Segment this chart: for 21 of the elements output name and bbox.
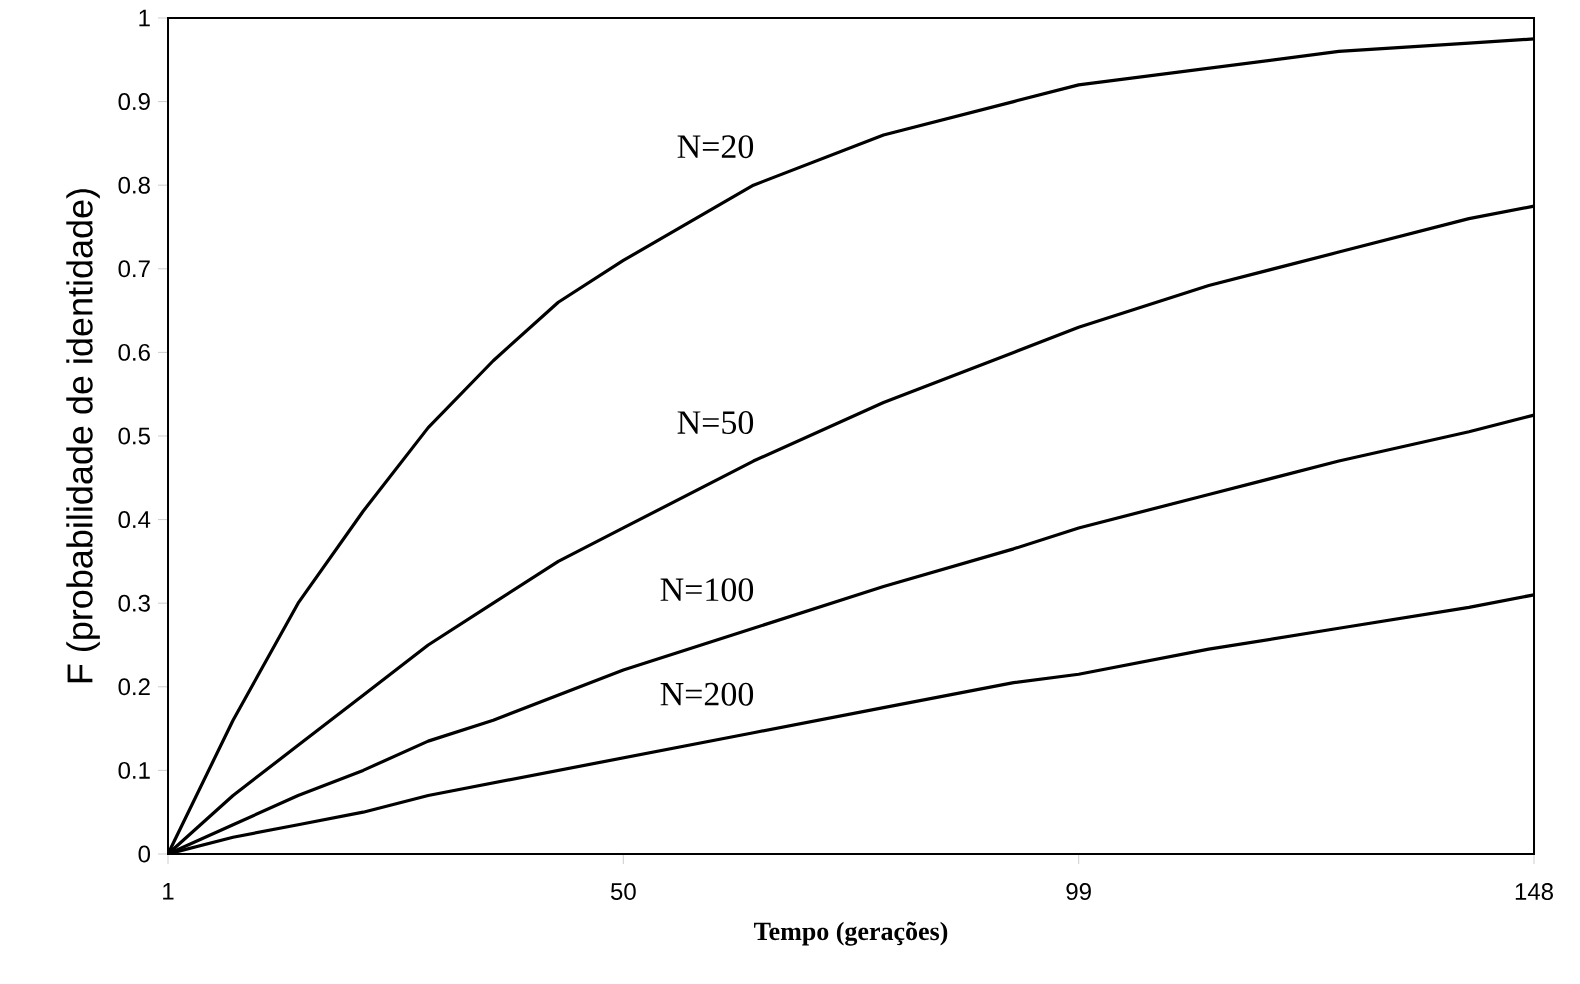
series-label: N=50 xyxy=(677,411,754,435)
x-tick-label: 148 xyxy=(1515,883,1553,901)
series-label: N=100 xyxy=(660,578,754,602)
y-tick-label: 0.4 xyxy=(118,511,151,529)
x-axis-title: Tempo (gerações) xyxy=(754,921,948,946)
y-tick-label: 1 xyxy=(139,9,150,27)
x-tick-label: 99 xyxy=(1066,883,1091,901)
y-tick-label: 0 xyxy=(138,845,151,863)
y-tick-label: 0.8 xyxy=(118,176,150,194)
series-label: N=200 xyxy=(660,682,754,706)
y-tick-label: 0.3 xyxy=(118,594,150,612)
y-axis-title: F (probabilidade de identidade) xyxy=(66,189,100,683)
x-tick-label: 1 xyxy=(163,883,174,900)
y-tick-label: 0.9 xyxy=(118,93,150,111)
y-tick-label: 0.6 xyxy=(118,343,150,361)
y-tick-label: 0.5 xyxy=(118,427,150,445)
x-tick-label: 50 xyxy=(610,883,636,901)
y-tick-label: 0.2 xyxy=(118,678,150,696)
y-tick-label: 0.7 xyxy=(118,260,150,278)
y-tick-label: 0.1 xyxy=(118,761,150,779)
series-label: N=20 xyxy=(677,135,754,159)
